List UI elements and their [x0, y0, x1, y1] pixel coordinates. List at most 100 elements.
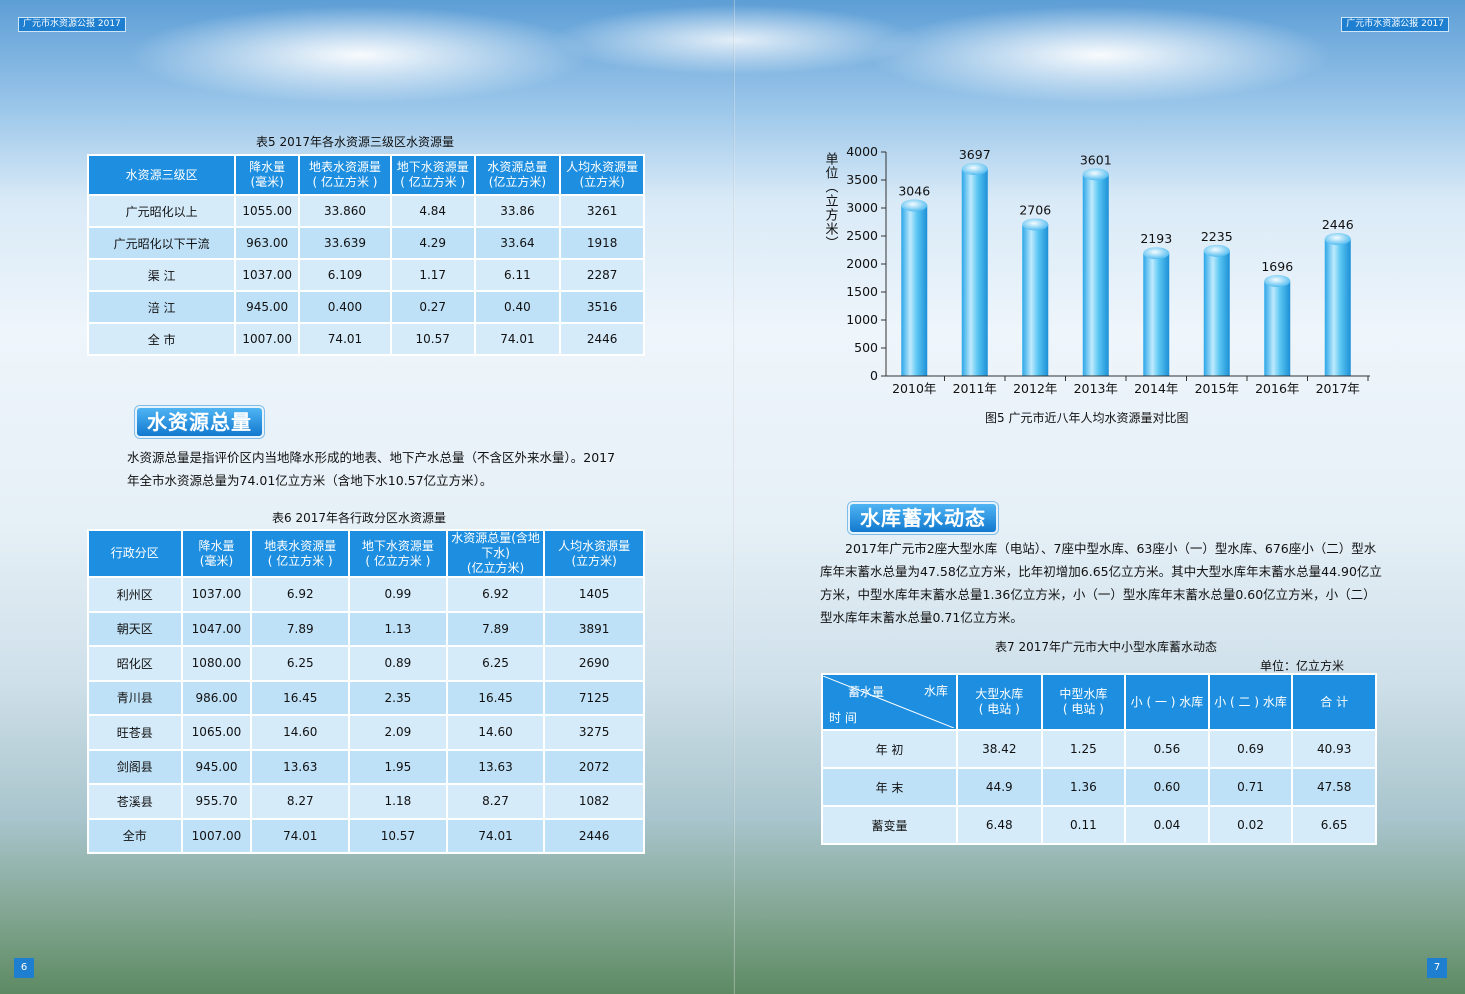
- table6-cell: 0.99: [348, 576, 448, 613]
- table7-cell: 1.25: [1040, 729, 1127, 769]
- table6-cell: 2.09: [348, 714, 448, 751]
- bar-cap: [1082, 168, 1109, 181]
- table5-row: 广元昭化以下干流 963.00 33.639 4.29 33.64 1918: [86, 226, 645, 260]
- table6-row: 朝天区 1047.00 7.89 1.13 7.89 3891: [87, 610, 645, 647]
- bar-cap: [1203, 244, 1230, 257]
- table5-cell: 6.109: [298, 258, 392, 292]
- table6-cell: 0.89: [348, 645, 448, 682]
- table7-cell: 年 末: [821, 767, 958, 807]
- table6-cell: 1037.00: [180, 576, 253, 613]
- table7-row: 年 初 38.42 1.25 0.56 0.69 40.93: [821, 729, 1377, 769]
- table5-cell: 2287: [559, 258, 645, 292]
- table6-header-4: 水资源总量(含地下水) (亿立方米): [445, 529, 546, 578]
- bar-cap: [1022, 218, 1049, 231]
- table7-caption: 表7 2017年广元市大中小型水库蓄水动态: [995, 640, 1217, 654]
- bar-cap: [901, 199, 928, 212]
- table6-cell: 74.01: [445, 817, 546, 854]
- header-tag-right: 广元市水资源公报 2017: [1341, 17, 1449, 32]
- table7-row: 年 末 44.9 1.36 0.60 0.71 47.58: [821, 767, 1377, 807]
- table7-header-4: 小 ( 二 ) 水库: [1207, 673, 1294, 731]
- table6-cell: 2072: [543, 748, 645, 785]
- bar-cap: [1264, 275, 1291, 288]
- table7-header-1: 大型水库 ( 电站 ): [955, 673, 1043, 731]
- table6-cell: 7.89: [250, 610, 351, 647]
- table5-cell: 广元昭化以上: [86, 194, 237, 228]
- table6-cell: 6.25: [445, 645, 546, 682]
- y-tick-label: 0: [870, 368, 878, 383]
- table7-cell: 44.9: [955, 767, 1043, 807]
- bar: [1143, 253, 1170, 376]
- table5-cell: 3261: [559, 194, 645, 228]
- table6-cell: 3891: [543, 610, 645, 647]
- table5-cell: 1037.00: [234, 258, 301, 292]
- table5-cell: 涪 江: [86, 290, 237, 324]
- table7-cell: 0.56: [1124, 729, 1210, 769]
- table6-cell: 1080.00: [180, 645, 253, 682]
- table7-cell: 0.69: [1207, 729, 1294, 769]
- table6-cell: 14.60: [250, 714, 351, 751]
- bar: [1203, 250, 1230, 376]
- x-tick-label: 2016年: [1255, 381, 1299, 396]
- table5-header-0: 水资源三级区: [86, 154, 237, 196]
- bar-value-label: 3046: [898, 183, 930, 198]
- table5-cell: 4.84: [389, 194, 476, 228]
- y-tick-label: 3000: [846, 200, 878, 215]
- x-tick-label: 2012年: [1013, 381, 1057, 396]
- y-tick-label: 3500: [846, 172, 878, 187]
- page-number-left: 6: [14, 958, 34, 978]
- bar-chart: 单位（立方米） 0 500 1000 1500 2000 2500 3000 3500 4000…: [823, 144, 1370, 396]
- table6-row: 青川县 986.00 16.45 2.35 16.45 7125: [87, 679, 645, 716]
- table6-caption: 表6 2017年各行政分区水资源量: [272, 511, 446, 525]
- table5-row: 涪 江 945.00 0.400 0.27 0.40 3516: [86, 290, 645, 324]
- table6-cell: 1065.00: [180, 714, 253, 751]
- table5-cell: 10.57: [389, 322, 476, 356]
- table6-cell: 旺苍县: [87, 714, 183, 751]
- section-title-water-total: 水资源总量: [135, 406, 264, 438]
- table7-unit: 单位：亿立方米: [1260, 659, 1345, 673]
- figure5-caption: 图5 广元市近八年人均水资源量对比图: [985, 411, 1189, 425]
- table6-cell: 10.57: [348, 817, 448, 854]
- table7-header-5: 合 计: [1291, 673, 1377, 731]
- bar-cap: [961, 162, 988, 175]
- table6-header-1: 降水量 (毫米): [180, 529, 253, 578]
- table6-cell: 青川县: [87, 679, 183, 716]
- table6-cell: 1047.00: [180, 610, 253, 647]
- section1-paragraph: 水资源总量是指评价区内当地降水形成的地表、地下产水总量（不含区外来水量）。201…: [127, 450, 616, 488]
- table6-row: 剑阁县 945.00 13.63 1.95 13.63 2072: [87, 748, 645, 785]
- table7-header-3: 小 ( 一 ) 水库: [1124, 673, 1210, 731]
- table6-cell: 1.18: [348, 783, 448, 820]
- table6-cell: 8.27: [445, 783, 546, 820]
- table7-cell: 38.42: [955, 729, 1043, 769]
- table5-caption: 表5 2017年各水资源三级区水资源量: [256, 135, 454, 149]
- table6-row: 利州区 1037.00 6.92 0.99 6.92 1405: [87, 576, 645, 613]
- table6-cell: 7125: [543, 679, 645, 716]
- table6-header-5: 人均水资源量 (立方米): [543, 529, 645, 578]
- table5-cell: 33.860: [298, 194, 392, 228]
- table5-row: 广元昭化以上 1055.00 33.860 4.84 33.86 3261: [86, 194, 645, 228]
- table6-cell: 16.45: [445, 679, 546, 716]
- table7-header-2: 中型水库 ( 电站 ): [1040, 673, 1127, 731]
- table6-cell: 986.00: [180, 679, 253, 716]
- table6-cell: 7.89: [445, 610, 546, 647]
- table7-cell: 0.60: [1124, 767, 1210, 807]
- table5-header-4: 水资源总量 (亿立方米): [473, 154, 562, 196]
- table5-cell: 74.01: [298, 322, 392, 356]
- table5-header-1: 降水量 (毫米): [234, 154, 301, 196]
- table7-cell: 0.04: [1124, 805, 1210, 845]
- section2-paragraph: 2017年广元市2座大型水库（电站）、7座中型水库、63座小（一）型水库、676…: [820, 541, 1382, 625]
- table5-cell: 渠 江: [86, 258, 237, 292]
- table5-cell: 全 市: [86, 322, 237, 356]
- table7-cell: 年 初: [821, 729, 958, 769]
- table6-cell: 13.63: [250, 748, 351, 785]
- table6-row: 昭化区 1080.00 6.25 0.89 6.25 2690: [87, 645, 645, 682]
- table6-row: 全市 1007.00 74.01 10.57 74.01 2446: [87, 817, 645, 854]
- table5-cell: 1055.00: [234, 194, 301, 228]
- y-tick-label: 1500: [846, 284, 878, 299]
- x-tick-label: 2013年: [1074, 381, 1118, 396]
- table6-cell: 朝天区: [87, 610, 183, 647]
- table6-row: 苍溪县 955.70 8.27 1.18 8.27 1082: [87, 783, 645, 820]
- table5-cell: 33.64: [473, 226, 562, 260]
- bar-cap: [1143, 247, 1170, 260]
- table7-cell: 40.93: [1291, 729, 1377, 769]
- table6-cell: 2.35: [348, 679, 448, 716]
